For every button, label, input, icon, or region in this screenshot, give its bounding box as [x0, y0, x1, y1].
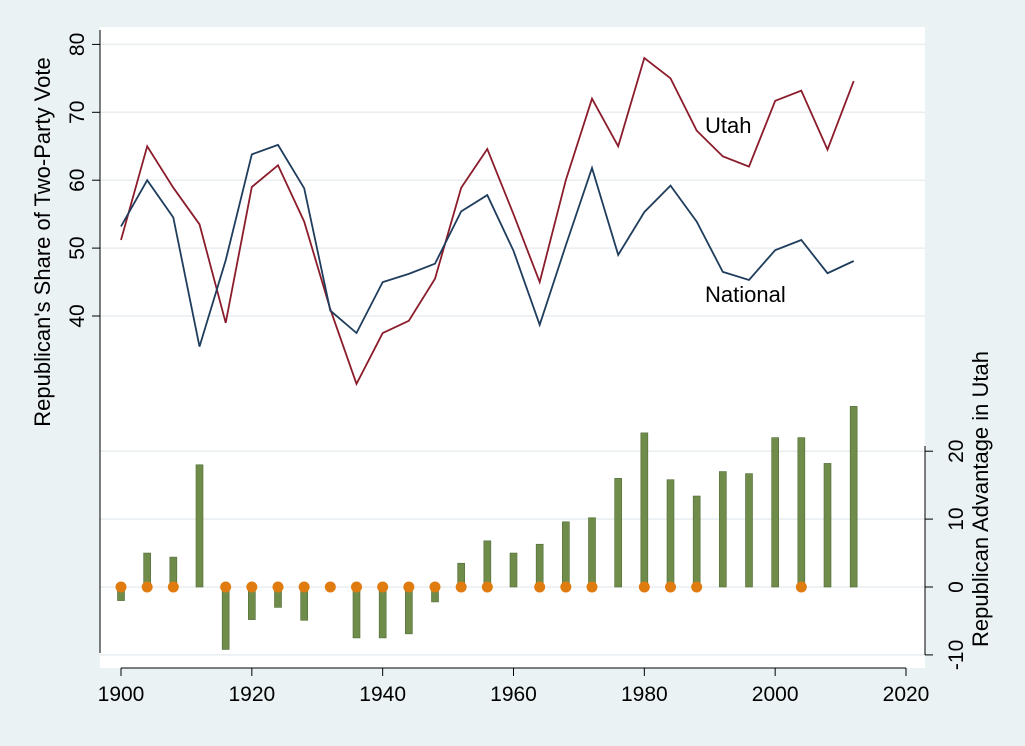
- bar: [692, 495, 701, 588]
- x-tick-label: 1960: [490, 683, 537, 706]
- bar: [588, 517, 596, 588]
- zero-marker: [351, 581, 363, 593]
- zero-marker: [246, 581, 258, 593]
- left-tick-label: 80: [66, 33, 89, 56]
- line-series: [120, 56, 855, 387]
- x-tick-label: 1940: [359, 683, 406, 706]
- bar: [221, 586, 230, 650]
- zero-marker: [560, 581, 572, 593]
- right-tick-label: 10: [945, 507, 968, 530]
- right-tick-label: 0: [945, 581, 968, 593]
- bar: [378, 586, 387, 639]
- bar: [535, 543, 544, 588]
- bar: [483, 540, 492, 588]
- bar: [797, 437, 806, 588]
- right-tick-label: -10: [945, 640, 968, 670]
- left-tick-label: 60: [66, 169, 89, 192]
- zero-marker: [665, 581, 677, 593]
- zero-marker: [141, 581, 153, 593]
- bar: [745, 473, 753, 588]
- zero-marker: [220, 581, 232, 593]
- bar: [771, 437, 779, 588]
- right-axis-title: Republican Advantage in Utah: [968, 351, 993, 647]
- zero-marker: [534, 581, 546, 593]
- zero-marker: [167, 581, 179, 593]
- x-tick-label: 2000: [752, 683, 799, 706]
- x-tick-label: 1900: [98, 683, 145, 706]
- bar: [640, 432, 649, 588]
- right-tick-label: 20: [945, 440, 968, 463]
- zero-marker: [455, 581, 467, 593]
- line-utah: [120, 56, 855, 387]
- bar: [195, 464, 204, 588]
- zero-markers: [115, 581, 807, 593]
- zero-marker: [691, 581, 703, 593]
- line-national: [120, 143, 855, 347]
- labels: Republican's Share of Two-Party Vote Rep…: [30, 57, 993, 647]
- x-tick-label: 2020: [883, 683, 930, 706]
- zero-marker: [377, 581, 389, 593]
- zero-marker: [115, 581, 127, 593]
- zero-marker: [586, 581, 598, 593]
- zero-marker: [429, 581, 441, 593]
- zero-marker: [298, 581, 310, 593]
- zero-marker: [795, 581, 807, 593]
- left-axis-title: Republican's Share of Two-Party Vote: [30, 57, 55, 426]
- bar: [849, 406, 858, 588]
- series-label-utah: Utah: [705, 113, 751, 138]
- series-label-national: National: [705, 282, 786, 307]
- bar: [352, 586, 361, 639]
- zero-marker: [481, 581, 493, 593]
- x-tick-label: 1980: [621, 683, 668, 706]
- bar: [823, 463, 832, 588]
- x-tick-label: 1920: [228, 683, 275, 706]
- bar: [562, 521, 570, 588]
- left-tick-label: 40: [66, 304, 89, 327]
- bar: [666, 479, 675, 588]
- left-tick-label: 70: [66, 101, 89, 124]
- bar: [719, 471, 727, 588]
- bar: [405, 586, 413, 635]
- left-tick-label: 50: [66, 236, 89, 259]
- bar: [614, 478, 622, 588]
- zero-marker: [272, 581, 284, 593]
- bar: [509, 552, 518, 588]
- axes: 40 50 60 70 80 -10 0 10 20 1900 1920 1940 1960 1980 20…: [66, 30, 968, 706]
- zero-marker: [403, 581, 415, 593]
- zero-marker: [638, 581, 650, 593]
- zero-marker: [324, 581, 336, 593]
- bar-series: [117, 406, 858, 650]
